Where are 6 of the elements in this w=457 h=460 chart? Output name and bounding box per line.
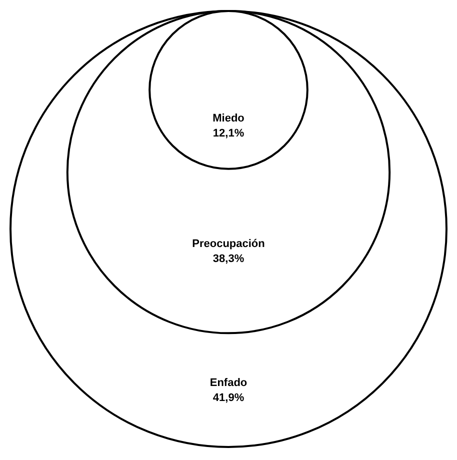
data-label: 41,9% [212, 392, 244, 404]
data-label: 38,3% [212, 253, 244, 266]
category-label: Miedo [212, 112, 245, 125]
data-label: 12,1% [212, 128, 244, 140]
category-label: Preocupación [192, 238, 266, 250]
category-label: Enfado [210, 377, 248, 390]
